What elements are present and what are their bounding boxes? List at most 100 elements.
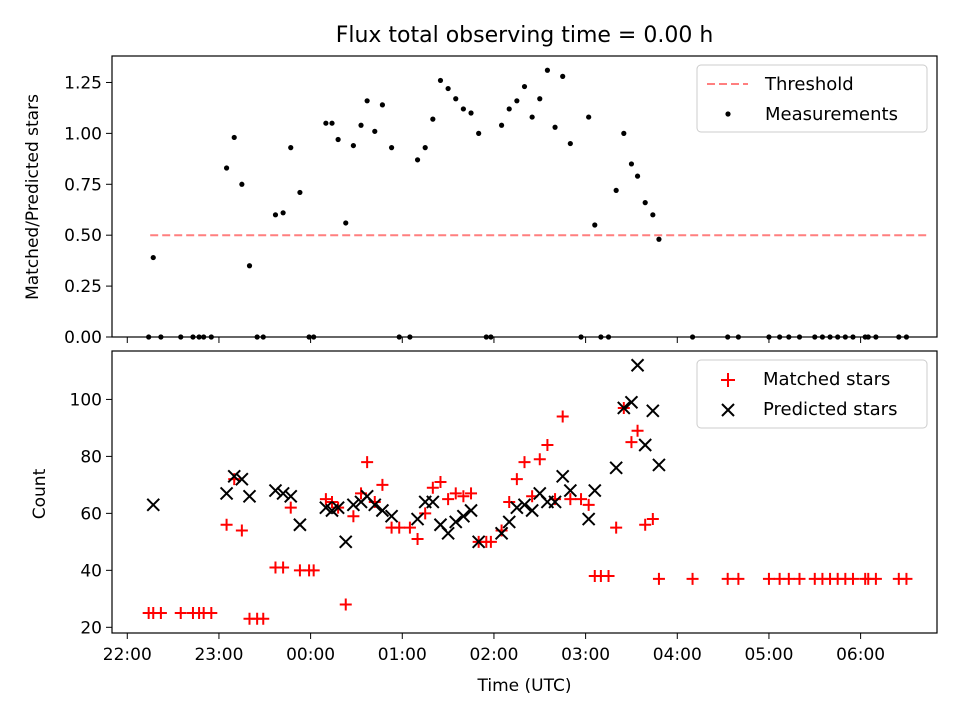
predicted-stars-point (471, 535, 486, 549)
matched-stars-point (782, 572, 795, 585)
top-y-axis-label: Matched/Predicted stars (23, 94, 43, 300)
predicted-stars-point (517, 498, 532, 512)
bottom-x-tick-label: 00:00 (286, 645, 335, 665)
predicted-stars-point (410, 512, 425, 526)
matched-stars-point (564, 493, 577, 506)
bottom-axes-frame (111, 350, 938, 634)
matched-stars-point (625, 436, 638, 449)
bottom-x-tick-label: 01:00 (378, 645, 427, 665)
top-y-ticks: 0.00 0.25 0.50 0.75 1.00 1.25 (64, 73, 112, 348)
top-axes-frame (111, 55, 938, 338)
predicted-stars-point (375, 503, 390, 518)
predicted-stars-point (384, 509, 399, 523)
bottom-x-tick-label: 03:00 (561, 645, 610, 665)
bottom-legend-box (696, 359, 928, 429)
predicted-stars-point (494, 526, 509, 541)
measurement-point (280, 210, 286, 216)
matched-stars-point (307, 564, 320, 577)
matched-stars-point (762, 572, 775, 585)
matched-stars-point (652, 572, 665, 585)
matched-stars-point (846, 572, 859, 585)
bottom-x-axis-label: Time (UTC) (477, 676, 572, 696)
measurement-point (335, 136, 341, 143)
predicted-stars-point (235, 472, 249, 486)
bottom-y-tick-label: 80 (80, 447, 102, 467)
predicted-stars-point (268, 483, 283, 498)
matched-stars-point (426, 481, 439, 494)
matched-stars-point (393, 521, 406, 534)
matched-stars-point (284, 501, 297, 514)
bottom-x-tick-label: 04:00 (653, 645, 702, 665)
matched-stars-point (484, 535, 497, 548)
predicted-stars-point (588, 483, 602, 498)
measurement-point (468, 110, 474, 116)
threshold-legend-label: Threshold (764, 74, 854, 95)
measurement-point (628, 161, 635, 167)
predicted-stars-point (368, 498, 382, 512)
predicted-stars-point (331, 500, 345, 515)
matched-stars-point (205, 607, 218, 620)
matched-stars-point (575, 493, 588, 506)
measurement-point (453, 96, 459, 102)
measurement-point (460, 106, 466, 112)
measurement-point (297, 189, 303, 196)
measurement-point (498, 122, 505, 128)
matched-stars-point (457, 490, 470, 503)
matched-stars-point (639, 518, 652, 531)
matched-stars-point (533, 453, 546, 466)
matched-stars-point (277, 561, 290, 574)
matched-stars-point (319, 493, 332, 506)
matched-stars-point (376, 478, 389, 491)
matched-stars-point (347, 510, 360, 523)
measurement-point (567, 140, 573, 147)
measurement-point (323, 120, 329, 126)
predicted-stars-point (652, 458, 666, 472)
measurements-legend-label: Measurements (765, 104, 898, 125)
matched-stars-point (631, 424, 644, 437)
bottom-marks (142, 358, 913, 625)
matched-stars-point (361, 456, 374, 469)
measurement-point (379, 102, 386, 108)
predicted-stars-point (502, 515, 516, 529)
top-x-ticks (126, 337, 862, 343)
matched-stars-point (518, 456, 531, 469)
measurement-point (592, 222, 598, 228)
matched-stars-point (602, 570, 615, 583)
predicted-stars-point (555, 469, 570, 484)
bottom-y-tick-label: 40 (80, 561, 102, 581)
predicted-stars-point (510, 500, 524, 515)
measurement-point (521, 83, 528, 90)
matched-stars-point (411, 533, 424, 545)
measurement-point (350, 142, 356, 149)
measurement-point (437, 77, 444, 84)
predicted-stars-point (346, 498, 361, 512)
matched-stars-point (582, 498, 595, 511)
matched-stars-point (610, 521, 623, 534)
matched-stars-point (541, 439, 554, 451)
predicted-stars-point (242, 489, 257, 503)
top-y-tick-label: 1.25 (64, 73, 102, 93)
predicted-stars-point (609, 461, 623, 475)
measurement-point (506, 106, 512, 112)
matched-legend-swatch (721, 373, 735, 387)
top-y-tick-label: 1.00 (64, 124, 102, 144)
measurement-point (445, 85, 451, 92)
predicted-stars-point (617, 401, 631, 415)
matched-stars-point (434, 476, 447, 489)
measurement-point (537, 96, 543, 102)
predicted-stars-point (548, 495, 562, 509)
predicted-stars-point (581, 512, 596, 526)
predicted-stars-point (464, 503, 478, 518)
matched-stars-point (510, 473, 523, 486)
predicted-stars-point (284, 489, 298, 503)
matched-stars-point (449, 487, 462, 500)
predicted-stars-point (219, 486, 234, 501)
predicted-stars-point (146, 498, 160, 512)
predicted-stars-point (293, 518, 307, 532)
matched-stars-point (419, 507, 432, 520)
matched-stars-point (442, 493, 455, 506)
predicted-stars-point (525, 503, 539, 518)
matched-legend-label: Matched stars (763, 369, 890, 390)
measurement-point (613, 187, 619, 193)
